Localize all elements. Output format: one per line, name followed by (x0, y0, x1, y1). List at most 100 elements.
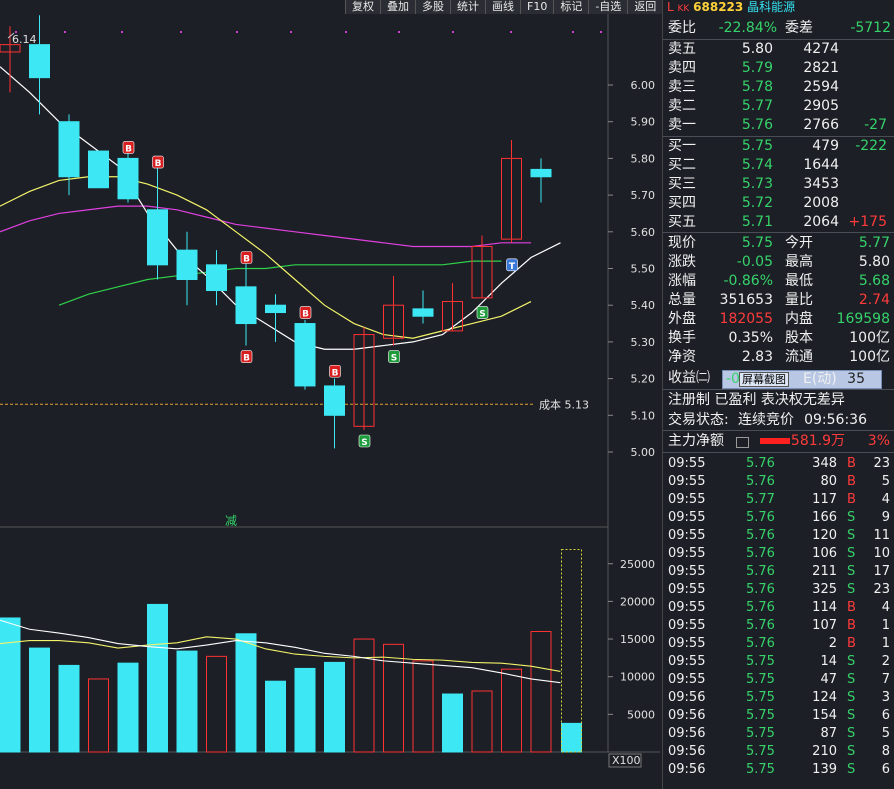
bid-volume: 2008 (803, 195, 839, 211)
trade-time: 09:55 (668, 654, 706, 669)
candle-body (176, 249, 198, 281)
screenshot-tooltip[interactable]: -0 屏幕截图 E(动) 35 (722, 370, 882, 389)
cost-label: 成本 5.13 (539, 397, 589, 411)
top-dot (572, 31, 574, 33)
toolbar-button-2[interactable]: 多股 (415, 0, 450, 14)
trade-price: 5.76 (746, 618, 775, 633)
top-dot (398, 31, 400, 33)
top-dot (180, 31, 182, 33)
volume-unit-label: X100 (612, 754, 641, 767)
candle-body (0, 44, 21, 53)
kline-chart[interactable]: 6.00 5.90 5.80 5.70 5.60 5.50 5.40 5.30 5.20 5.10… (0, 0, 660, 789)
trade-marker-B (240, 251, 253, 264)
shouyi-partial2: E(动) (803, 371, 837, 387)
price-tick-label: 5.90 (631, 116, 656, 129)
trade-marker-label: B (243, 254, 250, 264)
divider (663, 389, 894, 390)
l-tag: L (667, 0, 674, 14)
candle-body (353, 334, 375, 427)
trade-side: S (847, 744, 856, 759)
trade-price: 5.75 (746, 672, 775, 687)
trade-side: B (847, 474, 856, 489)
ask-price: 5.79 (741, 60, 773, 76)
stat-value: 2.74 (858, 292, 890, 308)
bid-label: 买三 (668, 176, 696, 192)
volume-bar (501, 668, 522, 753)
trade-side: S (847, 690, 856, 705)
divider (663, 136, 894, 137)
trade-count: 23 (873, 456, 890, 471)
trade-price: 5.75 (746, 744, 775, 759)
ask-label: 卖三 (668, 79, 696, 95)
volume-bar (117, 662, 139, 753)
candle-body (265, 304, 286, 314)
divider (663, 232, 894, 233)
price-tick-label: 5.20 (631, 373, 656, 386)
bid-row-3: 买三 5.73 3453 (663, 175, 894, 194)
trade-side: S (847, 762, 856, 777)
trade-volume: 348 (812, 456, 837, 471)
trade-side: B (847, 456, 856, 471)
stat-row-3: 总量 351653 量比 2.74 (663, 291, 894, 310)
trade-count: 2 (881, 654, 890, 669)
volume-bar (530, 631, 552, 753)
trade-status-time: 09:56:36 (804, 412, 867, 428)
main-flow-value: 581.9万 (790, 433, 845, 449)
toolbar-button-1[interactable]: 叠加 (380, 0, 415, 14)
trade-marker-label: B (302, 310, 309, 320)
trade-price: 5.76 (746, 582, 775, 597)
stat-value: 100亿 (849, 349, 890, 365)
bid-label: 买二 (668, 157, 696, 173)
stat-value: 5.77 (858, 235, 890, 251)
candle-body (88, 150, 109, 189)
trade-row: 09:55 5.76 120 S 11 (663, 527, 894, 545)
trade-time: 09:55 (668, 510, 706, 525)
candle-body (147, 209, 168, 266)
trade-side: B (847, 636, 856, 651)
stat-value: 5.75 (741, 235, 773, 251)
toolbar-button-6[interactable]: 标记 (553, 0, 588, 14)
ask-price: 5.77 (741, 98, 773, 114)
bid-label: 买一 (668, 138, 696, 154)
trade-time: 09:55 (668, 672, 706, 687)
trade-count: 7 (881, 672, 890, 687)
trade-price: 5.76 (746, 636, 775, 651)
trade-time: 09:56 (668, 708, 706, 723)
toolbar-button-8[interactable]: 返回 (627, 0, 662, 14)
volume-unit-box (608, 753, 642, 768)
list-icon[interactable] (736, 437, 749, 448)
price-tick-label: 5.00 (631, 446, 656, 459)
toolbar-button-4[interactable]: 画线 (485, 0, 520, 14)
trade-price: 5.76 (746, 564, 775, 579)
trade-row: 09:55 5.76 348 B 23 (663, 455, 894, 473)
trade-time: 09:56 (668, 744, 706, 759)
trade-side: S (847, 654, 856, 669)
trade-price: 5.75 (746, 762, 775, 777)
trade-volume: 87 (820, 726, 837, 741)
weicha-label: 委差 (785, 20, 813, 36)
toolbar-button-3[interactable]: 统计 (450, 0, 485, 14)
trade-row: 09:56 5.75 87 S 5 (663, 725, 894, 743)
bid-row-4: 买四 5.72 2008 (663, 194, 894, 213)
volume-bar (206, 655, 227, 753)
volume-bar (88, 678, 109, 753)
toolbar-button-0[interactable]: 复权 (345, 0, 380, 14)
volume-bar (0, 617, 21, 753)
trade-row: 09:55 5.76 106 S 10 (663, 545, 894, 563)
bid-change: +175 (848, 214, 887, 230)
toolbar-button-7[interactable]: -自选 (588, 0, 627, 14)
trade-volume: 117 (812, 492, 837, 507)
volume-bar (235, 633, 257, 753)
chart-toolbar: 复权 叠加 多股 统计 画线 F10 标记 -自选 返回 (345, 0, 663, 14)
candle-body (235, 286, 257, 325)
stat-label: 最高 (785, 254, 813, 270)
stat-value: -0.86% (723, 273, 773, 289)
toolbar-button-5[interactable]: F10 (520, 0, 553, 14)
ask-volume: 2905 (803, 98, 839, 114)
trade-row: 09:55 5.76 107 B 1 (663, 617, 894, 635)
trade-side: B (847, 618, 856, 633)
top-dot (121, 31, 123, 33)
ask-volume: 2594 (803, 79, 839, 95)
trade-row: 09:55 5.76 2 B 1 (663, 635, 894, 653)
bid-label: 买五 (668, 214, 696, 230)
